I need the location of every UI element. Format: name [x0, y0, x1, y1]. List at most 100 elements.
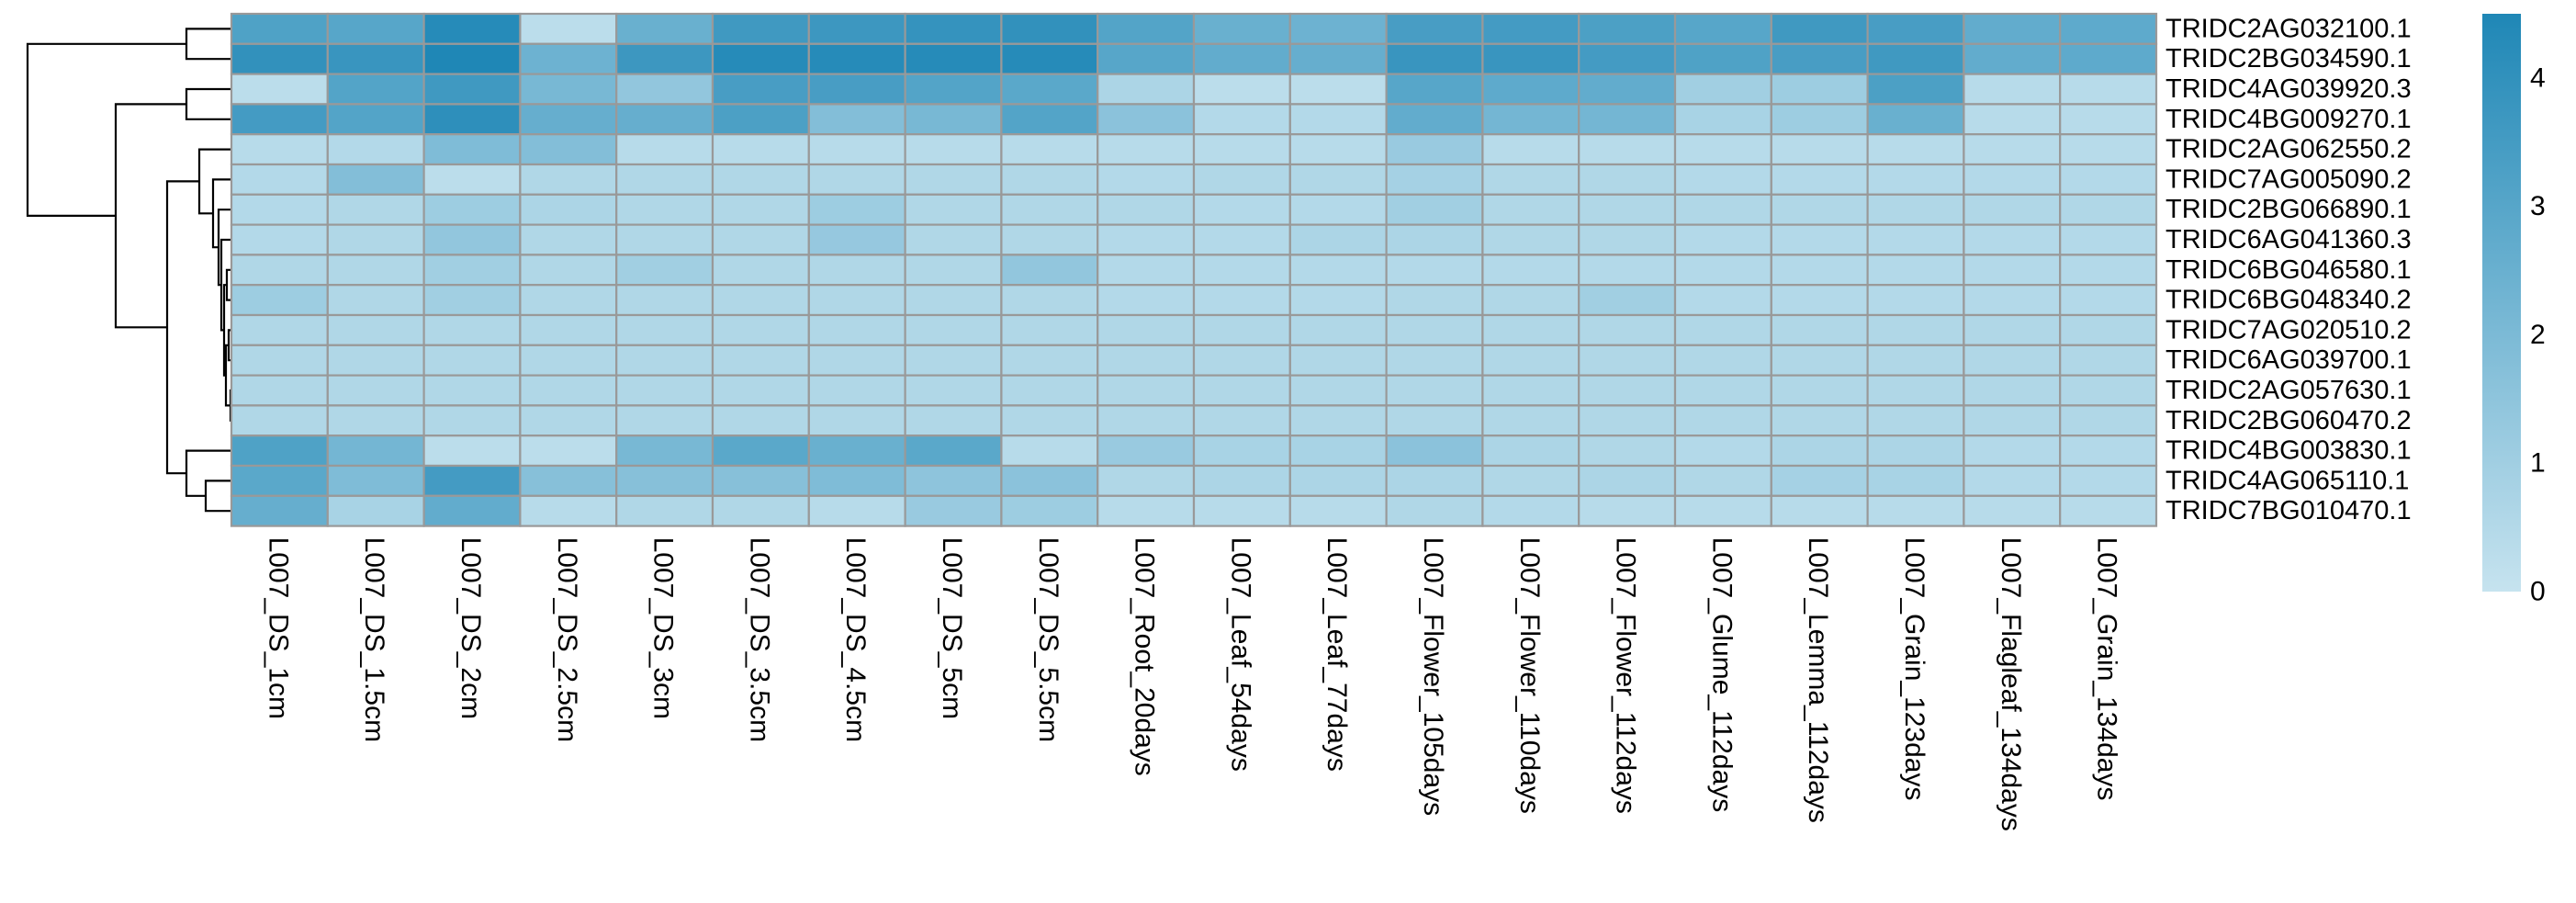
heatmap-cell: [1097, 223, 1196, 256]
heatmap-cell: [1192, 223, 1291, 256]
heatmap-cell: [1673, 344, 1772, 377]
heatmap-cell: [519, 313, 618, 346]
heatmap-cell: [1192, 163, 1291, 196]
heatmap-cell: [2059, 284, 2158, 317]
column-label: L007_DS_3.5cm: [744, 537, 774, 742]
heatmap-cell: [1673, 223, 1772, 256]
heatmap-cell: [1192, 313, 1291, 346]
heatmap-cell: [1192, 464, 1291, 497]
column-label: L007_Glume_112days: [1706, 537, 1737, 813]
heatmap-cell: [807, 163, 906, 196]
heatmap-cell: [422, 344, 522, 377]
heatmap-cell: [1385, 254, 1484, 287]
heatmap-cell: [1578, 494, 1677, 527]
heatmap-cell: [2059, 133, 2158, 166]
heatmap-cell: [230, 223, 329, 256]
heatmap-cell: [422, 193, 522, 226]
heatmap-cell: [519, 163, 618, 196]
heatmap-cell: [422, 12, 522, 45]
heatmap-cell: [1192, 344, 1291, 377]
heatmap-cell: [230, 284, 329, 317]
heatmap-cell: [1288, 163, 1388, 196]
heatmap-cell: [1097, 494, 1196, 527]
heatmap-cell: [422, 223, 522, 256]
heatmap-cell: [422, 254, 522, 287]
heatmap-cell: [1770, 494, 1869, 527]
heatmap-cell: [711, 193, 810, 226]
heatmap-cell: [1097, 42, 1196, 75]
heatmap-cell: [2059, 193, 2158, 226]
heatmap-cell: [1000, 103, 1099, 136]
heatmap-cell: [1963, 42, 2062, 75]
heatmap-cell: [230, 254, 329, 287]
heatmap-cell: [326, 284, 425, 317]
heatmap-cell: [1000, 494, 1099, 527]
heatmap-cell: [807, 494, 906, 527]
heatmap-cell: [1770, 223, 1869, 256]
heatmap-cell: [1000, 435, 1099, 468]
heatmap-cell: [904, 344, 1003, 377]
row-label: TRIDC2BG034590.1: [2165, 44, 2412, 73]
row-dendrogram: [26, 28, 232, 513]
heatmap-cell: [1770, 42, 1869, 75]
heatmap-cell: [615, 223, 714, 256]
heatmap-cell: [711, 464, 810, 497]
heatmap-cell: [1673, 133, 1772, 166]
heatmap-cell: [326, 12, 425, 45]
heatmap-cell: [1097, 163, 1196, 196]
row-label: TRIDC2BG060470.2: [2165, 406, 2412, 435]
row-label: TRIDC2AG062550.2: [2165, 135, 2412, 164]
row-label: TRIDC2AG032100.1: [2165, 14, 2412, 43]
heatmap-cell: [1097, 284, 1196, 317]
heatmap-cell: [1097, 344, 1196, 377]
heatmap-cell: [904, 223, 1003, 256]
heatmap-cell: [711, 223, 810, 256]
heatmap-cell: [1288, 42, 1388, 75]
heatmap-cell: [1000, 163, 1099, 196]
heatmap-cell: [1000, 12, 1099, 45]
heatmap-cell: [1963, 494, 2062, 527]
row-label: TRIDC2BG066890.1: [2165, 195, 2412, 224]
heatmap-cell: [807, 464, 906, 497]
heatmap-cell: [1481, 284, 1580, 317]
heatmap-cell: [2059, 223, 2158, 256]
heatmap-cell: [904, 254, 1003, 287]
heatmap-cell: [1481, 374, 1580, 407]
heatmap-cell: [519, 12, 618, 45]
heatmap-cell: [230, 464, 329, 497]
heatmap-cell: [1866, 42, 1965, 75]
heatmap-cell: [1673, 313, 1772, 346]
heatmap-cell: [1481, 42, 1580, 75]
heatmap-cell: [1000, 42, 1099, 75]
heatmap-cell: [904, 464, 1003, 497]
heatmap-cell: [1578, 12, 1677, 45]
heatmap-cell: [1481, 464, 1580, 497]
column-label: L007_DS_3cm: [648, 537, 679, 719]
column-label: L007_Root_20days: [1130, 537, 1160, 776]
heatmap-cell: [1192, 435, 1291, 468]
heatmap-cell: [326, 42, 425, 75]
heatmap-cell: [807, 435, 906, 468]
heatmap-cell: [519, 494, 618, 527]
heatmap-cell: [711, 73, 810, 106]
heatmap-cell: [807, 374, 906, 407]
heatmap-cell: [1288, 254, 1388, 287]
heatmap-cell: [230, 73, 329, 106]
heatmap-cell: [519, 464, 618, 497]
row-label: TRIDC4BG009270.1: [2165, 105, 2412, 134]
heatmap-cell: [1097, 464, 1196, 497]
column-label: L007_Flower_105days: [1418, 537, 1448, 817]
heatmap-cell: [422, 133, 522, 166]
heatmap-cell: [711, 494, 810, 527]
heatmap-cell: [422, 464, 522, 497]
heatmap-cell: [1578, 223, 1677, 256]
heatmap-cell: [230, 404, 329, 437]
heatmap-cell: [711, 133, 810, 166]
heatmap-cell: [1000, 313, 1099, 346]
dendrogram-branch: [204, 480, 231, 513]
heatmap-cell: [1288, 73, 1388, 106]
heatmap-cell: [1578, 344, 1677, 377]
heatmap-cell: [2059, 313, 2158, 346]
heatmap-cell: [711, 163, 810, 196]
heatmap-cell: [1673, 12, 1772, 45]
